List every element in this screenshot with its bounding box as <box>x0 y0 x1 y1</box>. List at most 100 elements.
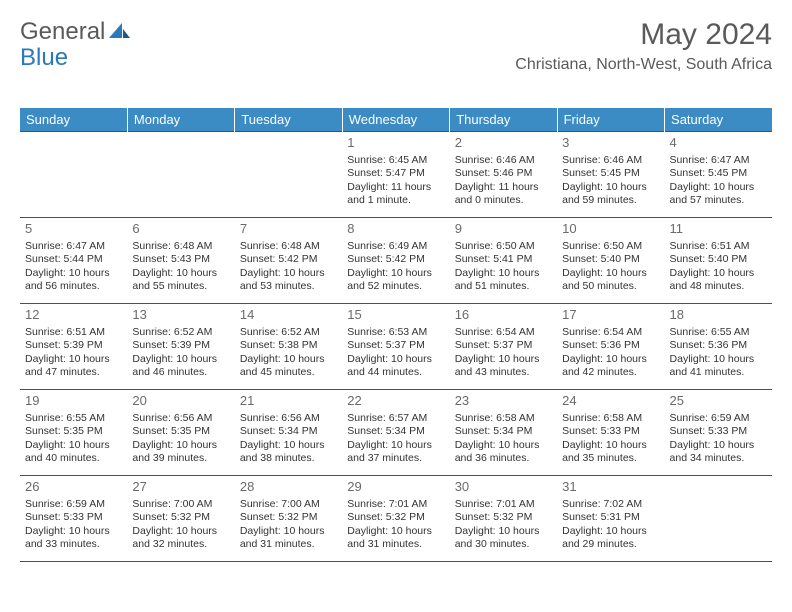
calendar-day-cell: 4Sunrise: 6:47 AMSunset: 5:45 PMDaylight… <box>665 132 772 218</box>
sunrise-text: Sunrise: 6:48 AM <box>240 240 337 253</box>
calendar-empty-cell <box>665 476 772 562</box>
day-number: 9 <box>455 221 552 238</box>
calendar-day-cell: 26Sunrise: 6:59 AMSunset: 5:33 PMDayligh… <box>20 476 127 562</box>
month-title: May 2024 <box>515 18 772 52</box>
sunrise-text: Sunrise: 6:47 AM <box>670 154 767 167</box>
daylight-text: Daylight: 10 hours and 39 minutes. <box>132 439 229 466</box>
calendar-day-cell: 3Sunrise: 6:46 AMSunset: 5:45 PMDaylight… <box>557 132 664 218</box>
calendar-day-cell: 18Sunrise: 6:55 AMSunset: 5:36 PMDayligh… <box>665 304 772 390</box>
sunset-text: Sunset: 5:33 PM <box>670 425 767 438</box>
sunset-text: Sunset: 5:46 PM <box>455 167 552 180</box>
daylight-text: Daylight: 10 hours and 52 minutes. <box>347 267 444 294</box>
sunset-text: Sunset: 5:35 PM <box>132 425 229 438</box>
day-number: 27 <box>132 479 229 496</box>
sunrise-text: Sunrise: 6:58 AM <box>562 412 659 425</box>
calendar-day-cell: 5Sunrise: 6:47 AMSunset: 5:44 PMDaylight… <box>20 218 127 304</box>
day-number: 5 <box>25 221 122 238</box>
sunset-text: Sunset: 5:45 PM <box>562 167 659 180</box>
daylight-text: Daylight: 10 hours and 31 minutes. <box>347 525 444 552</box>
day-number: 2 <box>455 135 552 152</box>
sunrise-text: Sunrise: 6:55 AM <box>670 326 767 339</box>
sunset-text: Sunset: 5:47 PM <box>347 167 444 180</box>
day-number: 18 <box>670 307 767 324</box>
day-number: 25 <box>670 393 767 410</box>
sunrise-text: Sunrise: 7:02 AM <box>562 498 659 511</box>
day-number: 15 <box>347 307 444 324</box>
day-number: 3 <box>562 135 659 152</box>
daylight-text: Daylight: 10 hours and 47 minutes. <box>25 353 122 380</box>
sunset-text: Sunset: 5:34 PM <box>455 425 552 438</box>
day-number: 1 <box>347 135 444 152</box>
sunrise-text: Sunrise: 6:57 AM <box>347 412 444 425</box>
location-text: Christiana, North-West, South Africa <box>515 56 772 74</box>
daylight-text: Daylight: 10 hours and 29 minutes. <box>562 525 659 552</box>
day-number: 21 <box>240 393 337 410</box>
sunrise-text: Sunrise: 6:45 AM <box>347 154 444 167</box>
sunset-text: Sunset: 5:43 PM <box>132 253 229 266</box>
sunrise-text: Sunrise: 7:00 AM <box>240 498 337 511</box>
title-block: May 2024 Christiana, North-West, South A… <box>515 18 772 74</box>
day-header: Tuesday <box>235 108 342 132</box>
day-number: 30 <box>455 479 552 496</box>
day-number: 12 <box>25 307 122 324</box>
sunset-text: Sunset: 5:45 PM <box>670 167 767 180</box>
day-header-row: SundayMondayTuesdayWednesdayThursdayFrid… <box>20 108 772 132</box>
day-header: Monday <box>127 108 234 132</box>
sunset-text: Sunset: 5:36 PM <box>562 339 659 352</box>
sunrise-text: Sunrise: 6:51 AM <box>25 326 122 339</box>
sunrise-text: Sunrise: 6:50 AM <box>562 240 659 253</box>
sunset-text: Sunset: 5:33 PM <box>562 425 659 438</box>
daylight-text: Daylight: 10 hours and 32 minutes. <box>132 525 229 552</box>
day-header: Saturday <box>665 108 772 132</box>
sunset-text: Sunset: 5:44 PM <box>25 253 122 266</box>
calendar-day-cell: 7Sunrise: 6:48 AMSunset: 5:42 PMDaylight… <box>235 218 342 304</box>
day-number: 8 <box>347 221 444 238</box>
day-number: 31 <box>562 479 659 496</box>
calendar-week-row: 26Sunrise: 6:59 AMSunset: 5:33 PMDayligh… <box>20 476 772 562</box>
calendar-day-cell: 15Sunrise: 6:53 AMSunset: 5:37 PMDayligh… <box>342 304 449 390</box>
sunset-text: Sunset: 5:31 PM <box>562 511 659 524</box>
calendar-day-cell: 11Sunrise: 6:51 AMSunset: 5:40 PMDayligh… <box>665 218 772 304</box>
day-number: 17 <box>562 307 659 324</box>
daylight-text: Daylight: 10 hours and 38 minutes. <box>240 439 337 466</box>
calendar-day-cell: 27 Sunrise: 7:00 AMSunset: 5:32 PMDayligh… <box>127 476 234 562</box>
sunrise-text: Sunrise: 6:56 AM <box>240 412 337 425</box>
sunrise-text: Sunrise: 6:49 AM <box>347 240 444 253</box>
sunrise-text: Sunrise: 6:50 AM <box>455 240 552 253</box>
logo-subtext-row: Blue <box>20 44 68 72</box>
day-number: 7 <box>240 221 337 238</box>
logo-text-blue: Blue <box>20 44 68 71</box>
sunset-text: Sunset: 5:32 PM <box>132 511 229 524</box>
sunrise-text: Sunrise: 6:59 AM <box>25 498 122 511</box>
daylight-text: Daylight: 10 hours and 55 minutes. <box>132 267 229 294</box>
sunset-text: Sunset: 5:34 PM <box>347 425 444 438</box>
page-header: General May 2024 Christiana, North-West,… <box>20 18 772 74</box>
daylight-text: Daylight: 10 hours and 46 minutes. <box>132 353 229 380</box>
calendar-day-cell: 25Sunrise: 6:59 AMSunset: 5:33 PMDayligh… <box>665 390 772 476</box>
daylight-text: Daylight: 10 hours and 41 minutes. <box>670 353 767 380</box>
sunrise-text: Sunrise: 7:00 AM <box>132 498 229 511</box>
calendar-day-cell: 31 Sunrise: 7:02 AMSunset: 5:31 PMDayligh… <box>557 476 664 562</box>
day-number: 4 <box>670 135 767 152</box>
sunrise-text: Sunrise: 6:53 AM <box>347 326 444 339</box>
day-number: 28 <box>240 479 337 496</box>
calendar-table: SundayMondayTuesdayWednesdayThursdayFrid… <box>20 108 772 562</box>
sunrise-text: Sunrise: 6:51 AM <box>670 240 767 253</box>
day-number: 11 <box>670 221 767 238</box>
day-number: 23 <box>455 393 552 410</box>
calendar-empty-cell <box>127 132 234 218</box>
day-number: 14 <box>240 307 337 324</box>
day-header: Sunday <box>20 108 127 132</box>
sunrise-text: Sunrise: 6:52 AM <box>132 326 229 339</box>
day-number: 24 <box>562 393 659 410</box>
sunrise-text: Sunrise: 6:55 AM <box>25 412 122 425</box>
sunrise-text: Sunrise: 6:54 AM <box>455 326 552 339</box>
daylight-text: Daylight: 10 hours and 50 minutes. <box>562 267 659 294</box>
day-number: 19 <box>25 393 122 410</box>
day-number: 29 <box>347 479 444 496</box>
calendar-day-cell: 2Sunrise: 6:46 AMSunset: 5:46 PMDaylight… <box>450 132 557 218</box>
sunset-text: Sunset: 5:34 PM <box>240 425 337 438</box>
calendar-day-cell: 29Sunrise: 7:01 AMSunset: 5:32 PMDayligh… <box>342 476 449 562</box>
daylight-text: Daylight: 10 hours and 53 minutes. <box>240 267 337 294</box>
daylight-text: Daylight: 10 hours and 42 minutes. <box>562 353 659 380</box>
